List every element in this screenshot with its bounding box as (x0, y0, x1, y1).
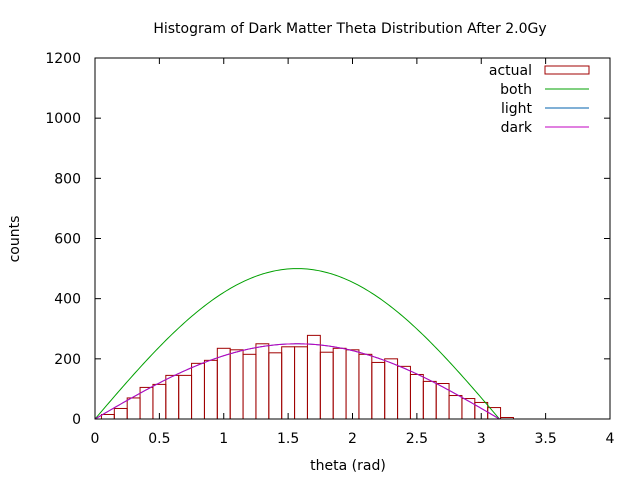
legend: actual both light dark (489, 63, 590, 136)
x-tick-label: 0.5 (148, 431, 170, 447)
histogram-bar (191, 362, 205, 420)
y-tick-label: 0 (72, 412, 81, 428)
histogram-bar (294, 346, 308, 420)
histogram-bar (113, 407, 128, 420)
histogram-bar (126, 397, 141, 420)
legend-swatch-actual (544, 65, 590, 75)
y-tick-label: 1200 (45, 51, 81, 67)
histogram-bar (255, 343, 270, 420)
histogram-bar (268, 352, 283, 420)
y-tick-label: 600 (54, 232, 81, 248)
legend-label-dark: dark (501, 120, 533, 136)
x-tick-label: 1.5 (277, 431, 299, 447)
x-tick-label: 4 (606, 431, 615, 447)
histogram-bar (203, 359, 218, 420)
x-axis-label: theta (rad) (310, 458, 386, 474)
y-tick-label: 1000 (45, 111, 81, 127)
histogram-bar (229, 349, 244, 420)
legend-label-both: both (500, 82, 532, 98)
series-line-light (94, 343, 500, 420)
histogram-bar (332, 347, 347, 420)
histogram-bars (100, 334, 514, 420)
histogram-bar (358, 353, 373, 420)
legend-label-light: light (501, 101, 533, 117)
histogram-bar (242, 353, 257, 420)
legend-label-actual: actual (489, 63, 532, 79)
histogram-bar (281, 346, 296, 420)
histogram-bar (422, 380, 437, 420)
histogram-bar (371, 361, 386, 420)
chart-title: Histogram of Dark Matter Theta Distribut… (153, 21, 546, 37)
series-line-both (94, 268, 500, 420)
histogram-bar (461, 398, 476, 420)
histogram-bar (397, 365, 411, 420)
x-tick-label: 3 (477, 431, 486, 447)
x-tick-label: 2.5 (406, 431, 428, 447)
x-tick-label: 2 (348, 431, 357, 447)
histogram-bar (409, 373, 424, 420)
histogram-bar (178, 374, 193, 420)
y-axis-label: counts (7, 216, 23, 263)
x-tick-label: 1 (219, 431, 228, 447)
x-axis-ticks: 0 0.5 1 1.5 2 2.5 3 3.5 4 (91, 58, 615, 447)
x-tick-label: 3.5 (534, 431, 556, 447)
series-line-dark (94, 343, 500, 420)
histogram-bar (448, 395, 463, 420)
histogram-bar (345, 349, 360, 420)
histogram-bar (100, 413, 115, 420)
y-axis-ticks: 0 200 400 600 800 1000 1200 (45, 51, 610, 428)
histogram-bar (306, 334, 321, 420)
plot-frame (94, 57, 611, 420)
histogram-bar (165, 374, 180, 420)
y-tick-label: 800 (54, 171, 81, 187)
histogram-bar (384, 358, 399, 420)
x-tick-label: 0 (91, 431, 100, 447)
y-tick-label: 200 (54, 352, 81, 368)
y-tick-label: 400 (54, 292, 81, 308)
histogram-bar (216, 347, 231, 420)
histogram-bar (319, 351, 334, 420)
fit-curves (94, 268, 500, 420)
